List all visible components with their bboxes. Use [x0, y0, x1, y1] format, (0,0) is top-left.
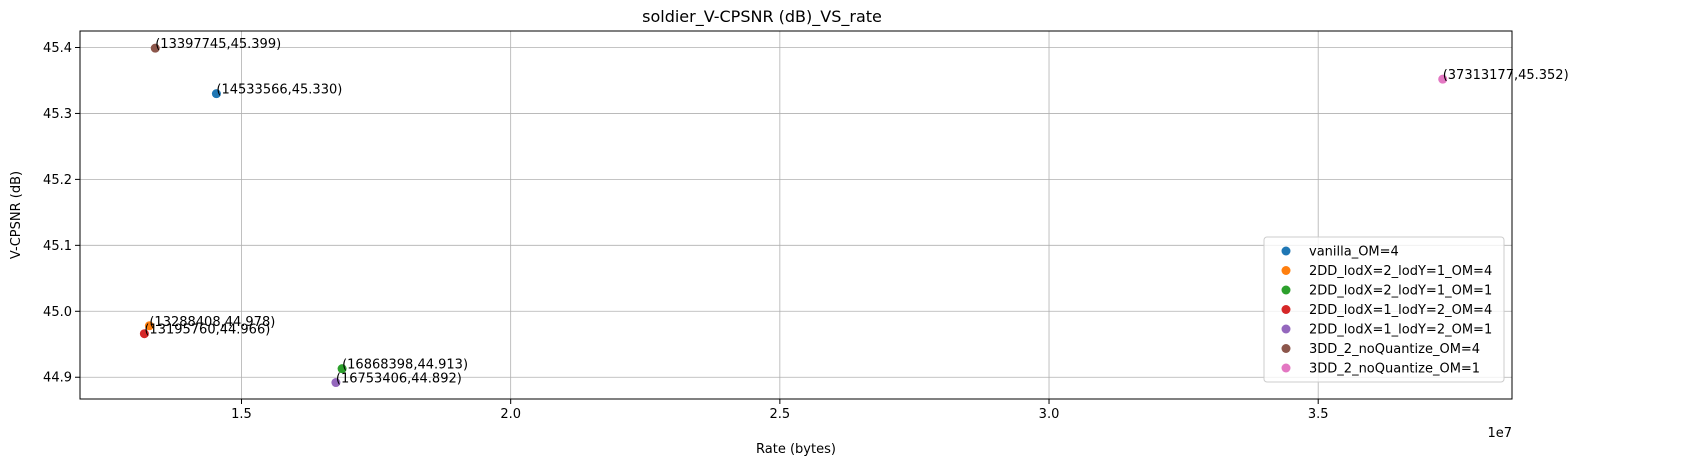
legend-marker: [1281, 324, 1291, 334]
x-tick-label: 3.0: [1039, 407, 1060, 422]
x-tick-label: 3.5: [1308, 407, 1329, 422]
legend-marker: [1281, 344, 1291, 353]
legend-label: 2DD_lodX=2_lodY=1_OM=4: [1309, 264, 1492, 279]
legend-box: [1263, 236, 1505, 383]
chart-title: soldier_V-CPSNR (dB)_VS_rate: [642, 7, 882, 27]
legend-label: 2DD_lodX=1_lodY=2_OM=4: [1309, 303, 1492, 318]
x-axis-offset-label: 1e7: [1487, 426, 1512, 441]
scatter-point: [211, 89, 221, 99]
axis-ticks: 1.5 2.0 2.5 3.0 3.5 44.9 45.0 45.1 45.2 45.3 45.4: [43, 41, 1328, 422]
x-tick-label: 2.0: [500, 407, 521, 422]
scatter-point: [150, 43, 160, 53]
scatter-point: [139, 329, 149, 339]
point-annotation: (14533566,45.330): [216, 83, 342, 98]
scatter-point: [337, 364, 347, 374]
legend-marker: [1281, 266, 1291, 275]
x-axis-label: Rate (bytes): [756, 442, 836, 457]
legend-label: vanilla_OM=4: [1309, 245, 1399, 260]
legend-marker: [1281, 285, 1291, 295]
legend: vanilla_OM=4 2DD_lodX=2_lodY=1_OM=4 2DD_lo…: [1263, 236, 1505, 383]
legend-marker: [1281, 246, 1291, 256]
y-tick-label: 44.9: [43, 371, 72, 386]
point-annotation: (13195760,44.966): [144, 323, 270, 338]
x-tick-label: 1.5: [231, 407, 252, 422]
point-annotation: (13397745,45.399): [155, 37, 281, 52]
legend-label: 2DD_lodX=1_lodY=2_OM=1: [1309, 323, 1492, 338]
legend-marker: [1281, 305, 1291, 314]
y-tick-label: 45.4: [43, 41, 72, 56]
scatter-point: [331, 378, 341, 388]
data-annotations: (14533566,45.330) (13288408,44.978) (16868…: [144, 37, 1568, 386]
point-annotation: (16753406,44.892): [336, 372, 462, 387]
point-annotation: (16868398,44.913): [342, 358, 468, 373]
legend-label: 2DD_lodX=2_lodY=1_OM=1: [1309, 284, 1492, 299]
x-tick-label: 2.5: [770, 407, 791, 422]
data-points: [139, 43, 1448, 388]
plot-area-frame: [79, 30, 1513, 400]
y-tick-label: 45.1: [43, 239, 72, 254]
y-tick-label: 45.0: [43, 305, 72, 320]
y-tick-label: 45.3: [43, 107, 72, 122]
point-annotation: (37313177,45.352): [1443, 68, 1569, 83]
y-tick-label: 45.2: [43, 173, 72, 188]
point-annotation: (13288408,44.978): [149, 315, 275, 330]
legend-marker: [1281, 363, 1291, 373]
legend-label: 3DD_2_noQuantize_OM=4: [1309, 342, 1480, 357]
y-axis-label: V-CPSNR (dB): [9, 171, 24, 259]
scatter-point: [144, 321, 154, 331]
scatter-point: [1438, 74, 1448, 84]
legend-label: 3DD_2_noQuantize_OM=1: [1309, 362, 1480, 377]
